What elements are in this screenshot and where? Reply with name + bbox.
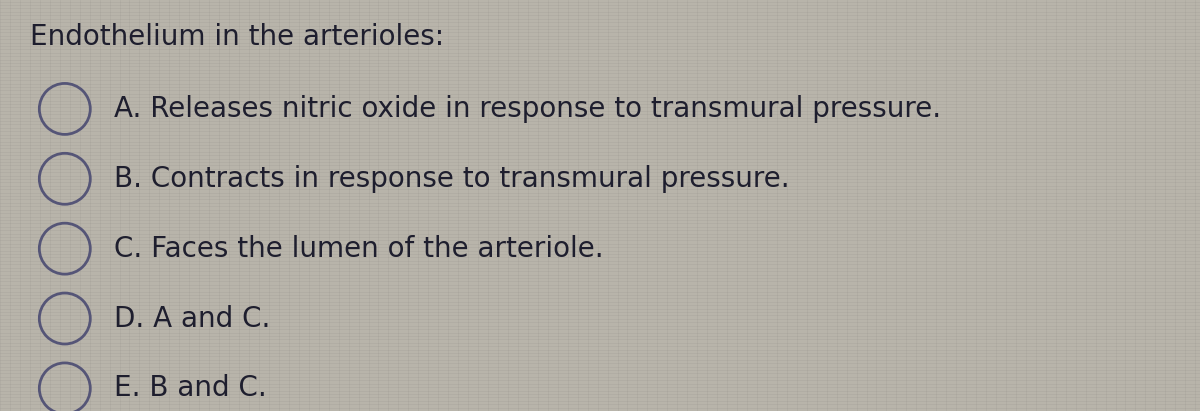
Text: Endothelium in the arterioles:: Endothelium in the arterioles:: [30, 23, 444, 51]
Text: A. Releases nitric oxide in response to transmural pressure.: A. Releases nitric oxide in response to …: [114, 95, 941, 123]
Text: D. A and C.: D. A and C.: [114, 305, 270, 332]
Text: E. B and C.: E. B and C.: [114, 374, 266, 402]
Text: B. Contracts in response to transmural pressure.: B. Contracts in response to transmural p…: [114, 165, 790, 193]
Text: C. Faces the lumen of the arteriole.: C. Faces the lumen of the arteriole.: [114, 235, 604, 263]
